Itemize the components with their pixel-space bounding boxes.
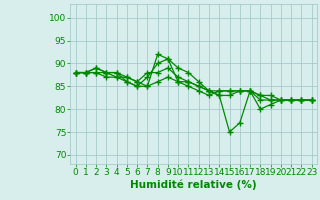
X-axis label: Humidité relative (%): Humidité relative (%) (130, 180, 257, 190)
